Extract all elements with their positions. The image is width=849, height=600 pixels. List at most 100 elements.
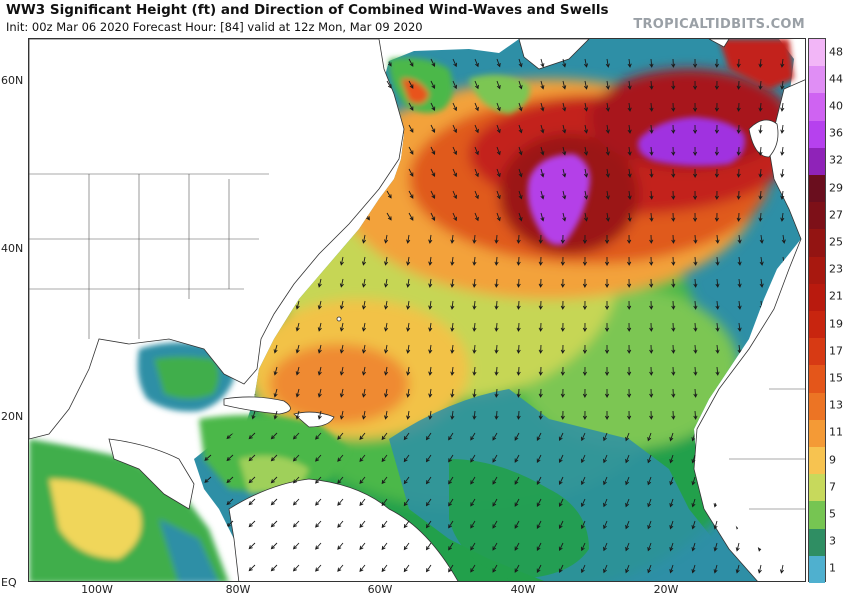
direction-arrow — [737, 300, 742, 310]
direction-arrow — [496, 124, 501, 134]
direction-arrow — [381, 542, 388, 551]
direction-arrow — [758, 102, 763, 112]
direction-arrow — [649, 102, 654, 112]
direction-arrow — [384, 366, 389, 376]
direction-arrow — [649, 366, 654, 376]
direction-arrow — [649, 234, 654, 244]
direction-arrow — [536, 498, 542, 507]
direction-arrow — [317, 410, 322, 420]
direction-arrow — [317, 388, 322, 398]
direction-arrow — [472, 344, 477, 354]
direction-arrow — [604, 234, 610, 244]
direction-arrow — [381, 498, 388, 507]
lat-label-60n: 60N — [1, 74, 24, 87]
direction-arrow — [604, 300, 610, 310]
direction-arrow — [270, 520, 278, 528]
direction-arrow — [514, 454, 520, 463]
direction-arrow — [627, 212, 632, 222]
direction-arrow — [671, 212, 676, 222]
direction-arrow — [430, 146, 436, 155]
direction-arrow — [381, 564, 388, 573]
direction-arrow — [425, 476, 432, 485]
direction-arrow — [273, 388, 278, 398]
direction-arrow — [518, 124, 523, 134]
direction-arrow — [693, 212, 698, 222]
direction-arrow — [248, 454, 256, 462]
direction-arrow — [494, 300, 499, 310]
direction-arrow — [315, 432, 322, 440]
direction-arrow — [758, 168, 763, 178]
direction-arrow — [492, 476, 498, 485]
direction-arrow — [627, 278, 632, 288]
direction-arrow — [580, 564, 586, 574]
direction-arrow — [472, 388, 477, 398]
direction-arrow — [492, 454, 498, 463]
direction-arrow — [204, 476, 212, 483]
direction-arrow — [558, 564, 564, 574]
direction-arrow — [514, 476, 520, 485]
direction-arrow — [649, 410, 654, 420]
direction-arrow — [691, 476, 696, 486]
direction-arrow — [361, 388, 367, 398]
direction-arrow — [562, 146, 567, 156]
direction-arrow — [562, 80, 567, 90]
direction-arrow — [470, 476, 476, 485]
colorbar-label: 9 — [829, 453, 836, 467]
lon-label-40w: 40W — [510, 583, 536, 596]
direction-arrow — [295, 366, 300, 376]
direction-arrow — [470, 520, 476, 529]
direction-arrow — [472, 322, 477, 332]
direction-arrow — [292, 454, 300, 462]
direction-arrow — [361, 300, 367, 310]
colorbar-label: 3 — [829, 534, 836, 548]
direction-arrow — [671, 168, 676, 178]
direction-arrow — [295, 410, 300, 420]
direction-arrow — [669, 542, 674, 552]
direction-arrow — [452, 58, 458, 68]
direction-arrow — [625, 432, 630, 442]
colorbar-segment — [809, 93, 825, 122]
direction-arrow — [625, 542, 630, 552]
direction-arrow — [714, 146, 719, 156]
direction-arrow — [428, 256, 433, 266]
direction-arrow — [514, 498, 520, 507]
direction-arrow — [518, 212, 523, 222]
direction-arrow — [693, 168, 698, 178]
direction-arrow — [605, 124, 610, 134]
direction-arrow — [292, 432, 300, 440]
direction-arrow — [403, 476, 410, 485]
direction-arrow — [450, 410, 455, 420]
direction-arrow — [425, 564, 432, 573]
colorbar-label: 32 — [829, 153, 843, 167]
direction-arrow — [315, 520, 322, 528]
direction-arrow — [384, 278, 389, 288]
direction-arrow — [647, 454, 652, 464]
direction-arrow — [759, 278, 764, 288]
colorbar-segment — [809, 338, 825, 366]
direction-arrow — [472, 410, 477, 420]
direction-arrow — [625, 520, 630, 530]
colorbar-segment — [809, 528, 825, 557]
direction-arrow — [470, 454, 476, 463]
direction-arrow — [603, 454, 608, 464]
direction-arrow — [470, 432, 476, 441]
direction-arrow — [248, 520, 256, 528]
direction-arrow — [408, 102, 414, 111]
direction-arrow — [736, 168, 741, 178]
direction-arrow — [361, 366, 367, 376]
colorbar-label: 15 — [829, 371, 843, 385]
direction-arrow — [248, 476, 256, 484]
direction-arrow — [625, 498, 630, 508]
direction-arrow — [582, 234, 588, 244]
direction-arrow — [649, 58, 654, 68]
direction-arrow — [759, 256, 764, 266]
direction-arrow — [292, 564, 300, 572]
direction-arrow — [496, 190, 501, 200]
direction-arrow — [408, 168, 414, 177]
direction-arrow — [270, 498, 278, 506]
direction-arrow — [560, 322, 565, 332]
direction-arrow — [758, 212, 763, 222]
direction-arrow — [406, 410, 411, 420]
direction-arrow — [384, 344, 389, 354]
direction-arrow — [605, 102, 610, 112]
